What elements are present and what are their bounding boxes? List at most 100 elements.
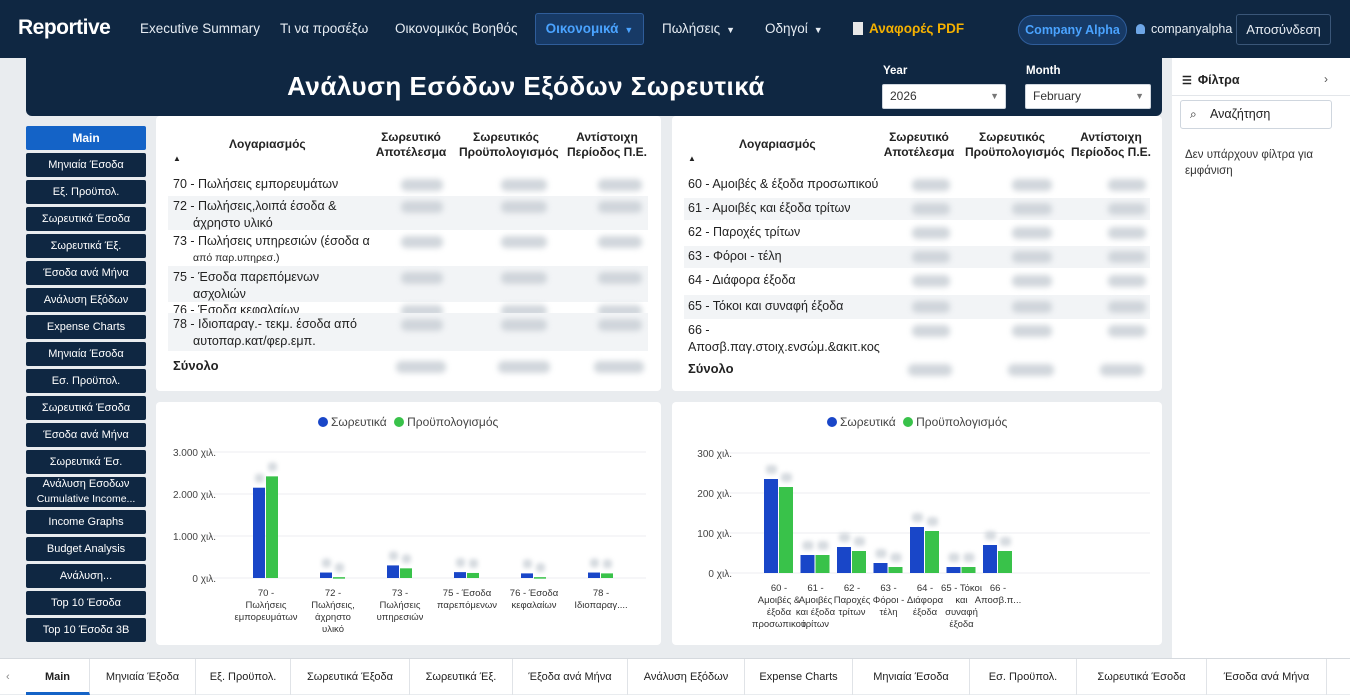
sidebar-item[interactable]: Μηνιαία Έσοδα [26, 153, 146, 177]
bar[interactable] [387, 565, 399, 578]
year-select[interactable]: 2026 ▼ [882, 84, 1006, 109]
x-tick-label: 60 - [771, 583, 787, 594]
sidebar-item[interactable]: Σωρευτικά Έσοδα [26, 207, 146, 231]
bar[interactable] [467, 572, 479, 578]
logo[interactable]: Reportive [18, 16, 111, 39]
y-tick-label: 100 χιλ. [697, 529, 732, 540]
tab-2[interactable]: Εξ. Προϋπολ. [196, 659, 291, 695]
sidebar-item[interactable]: Σωρευτικά Έσ. [26, 450, 146, 474]
tab-0[interactable]: Main [26, 659, 90, 695]
nav-financial-assistant[interactable]: Οικονομικός Βοηθός [395, 21, 518, 36]
sidebar-item[interactable]: Top 10 Έσοδα 3Β [26, 618, 146, 642]
sidebar-item[interactable]: Σωρευτικά Έξ. [26, 234, 146, 258]
blurred-data-label [603, 559, 612, 569]
col-header-cumulative[interactable]: Σωρευτικό Αποτέλεσμα [375, 130, 447, 159]
sidebar-item[interactable]: Έσοδα ανά Μήνα [26, 423, 146, 447]
x-tick-label: υλικό [322, 624, 344, 635]
blurred-value [908, 364, 952, 376]
tab-1[interactable]: Μηνιαία Έξοδα [90, 659, 196, 695]
tab-10[interactable]: Σωρευτικά Έσοδα [1077, 659, 1207, 695]
bar[interactable] [601, 573, 613, 578]
legend-item[interactable]: Προϋπολογισμός [903, 415, 1007, 429]
bar[interactable] [764, 479, 778, 573]
collapse-chevron-icon[interactable]: › [1324, 72, 1328, 86]
blurred-value [1108, 275, 1146, 287]
bar[interactable] [534, 577, 546, 579]
bar[interactable] [253, 487, 265, 578]
bar[interactable] [400, 568, 412, 578]
blurred-value [1012, 301, 1052, 313]
x-tick-label: Αποσβ.π... [975, 595, 1021, 606]
bar[interactable] [925, 531, 939, 573]
col-header-account[interactable]: Λογαριασμός [739, 137, 816, 151]
company-selector[interactable]: Company Alpha [1018, 15, 1127, 45]
sidebar-item[interactable]: Μηνιαία Έσοδα [26, 342, 146, 366]
nav-what-to-watch[interactable]: Τι να προσέξω [280, 21, 369, 36]
tab-6[interactable]: Ανάλυση Εξόδων [628, 659, 745, 695]
nav-financials-dropdown[interactable]: Οικονομικά ▼ [535, 13, 644, 45]
sidebar-item[interactable]: Εσ. Προϋπολ. [26, 369, 146, 393]
tab-8[interactable]: Μηνιαία Έσοδα [853, 659, 970, 695]
bar[interactable] [998, 551, 1012, 573]
bar[interactable] [873, 563, 888, 573]
tab-7[interactable]: Expense Charts [745, 659, 853, 695]
filter-search-input[interactable]: ⌕ Αναζήτηση [1180, 100, 1332, 129]
bar[interactable] [320, 572, 332, 578]
bar[interactable] [266, 476, 278, 578]
bar[interactable] [888, 567, 903, 573]
sidebar-item[interactable]: Top 10 Έσοδα [26, 591, 146, 615]
bar[interactable] [961, 567, 976, 573]
sidebar-item[interactable]: Ανάλυση Εσοδων [26, 477, 146, 491]
blurred-data-label [854, 537, 865, 546]
logout-button[interactable]: Αποσύνδεση [1236, 14, 1331, 45]
sidebar-item[interactable]: Έσοδα ανά Μήνα [26, 261, 146, 285]
nav-sales-dropdown[interactable]: Πωλήσεις ▼ [662, 21, 736, 36]
sidebar-item[interactable]: Cumulative Income... [26, 491, 146, 507]
bar[interactable] [800, 555, 815, 573]
bar[interactable] [815, 555, 830, 573]
bar[interactable] [779, 487, 793, 573]
legend-item[interactable]: Σωρευτικά [318, 415, 387, 429]
bar[interactable] [521, 573, 533, 578]
bar[interactable] [852, 551, 866, 573]
col-header-account[interactable]: Λογαριασμός [229, 137, 306, 151]
tab-3[interactable]: Σωρευτικά Έξοδα [291, 659, 410, 695]
nav-pdf-reports[interactable]: Αναφορές PDF [853, 0, 964, 58]
tab-11[interactable]: Έσοδα ανά Μήνα [1207, 659, 1327, 695]
bar[interactable] [454, 572, 466, 578]
month-select[interactable]: February ▼ [1025, 84, 1151, 109]
col-header-prior-year[interactable]: Αντίστοιχη Περίοδος Π.Ε. [1071, 130, 1151, 159]
sort-arrow-icon[interactable]: ▲ [173, 154, 181, 163]
legend-item[interactable]: Σωρευτικά [827, 415, 896, 429]
sidebar-item[interactable]: Main [26, 126, 146, 150]
sidebar-item[interactable]: Ανάλυση Εξόδων [26, 288, 146, 312]
bar[interactable] [333, 577, 345, 579]
col-header-budget[interactable]: Σωρευτικός Προϋπολογισμός [965, 130, 1065, 159]
sidebar-item[interactable]: Expense Charts [26, 315, 146, 339]
bar[interactable] [588, 572, 600, 578]
sidebar-item[interactable]: Income Graphs [26, 510, 146, 534]
col-header-cumulative[interactable]: Σωρευτικό Αποτέλεσμα [883, 130, 955, 159]
user-menu[interactable]: companyalpha [1136, 0, 1232, 58]
tab-9[interactable]: Εσ. Προϋπολ. [970, 659, 1077, 695]
tab-scroll-left-icon[interactable]: ‹ [6, 671, 10, 683]
sidebar-item[interactable]: Budget Analysis [26, 537, 146, 561]
bar[interactable] [983, 545, 997, 573]
sidebar-item[interactable]: Σωρευτικά Έσοδα [26, 396, 146, 420]
sidebar-item[interactable]: Ανάλυση... [26, 564, 146, 588]
blurred-data-label [456, 558, 465, 568]
tab-5[interactable]: Έξοδα ανά Μήνα [513, 659, 628, 695]
bar[interactable] [910, 527, 924, 573]
bar[interactable] [837, 547, 851, 573]
col-header-budget[interactable]: Σωρευτικός Προϋπολογισμός [459, 130, 559, 159]
sort-arrow-icon[interactable]: ▲ [688, 154, 696, 163]
tab-4[interactable]: Σωρευτικά Έξ. [410, 659, 513, 695]
col-header-prior-year[interactable]: Αντίστοιχη Περίοδος Π.Ε. [567, 130, 647, 159]
nav-guides-dropdown[interactable]: Οδηγοί ▼ [765, 21, 823, 36]
nav-executive-summary[interactable]: Executive Summary [140, 21, 261, 36]
sidebar-item[interactable]: Εξ. Προϋπολ. [26, 180, 146, 204]
bar[interactable] [946, 567, 961, 573]
month-label: Month [1026, 65, 1061, 77]
legend-item[interactable]: Προϋπολογισμός [394, 415, 498, 429]
table-row-label: 61 - Αμοιβές και έξοδα τρίτων [688, 201, 851, 215]
